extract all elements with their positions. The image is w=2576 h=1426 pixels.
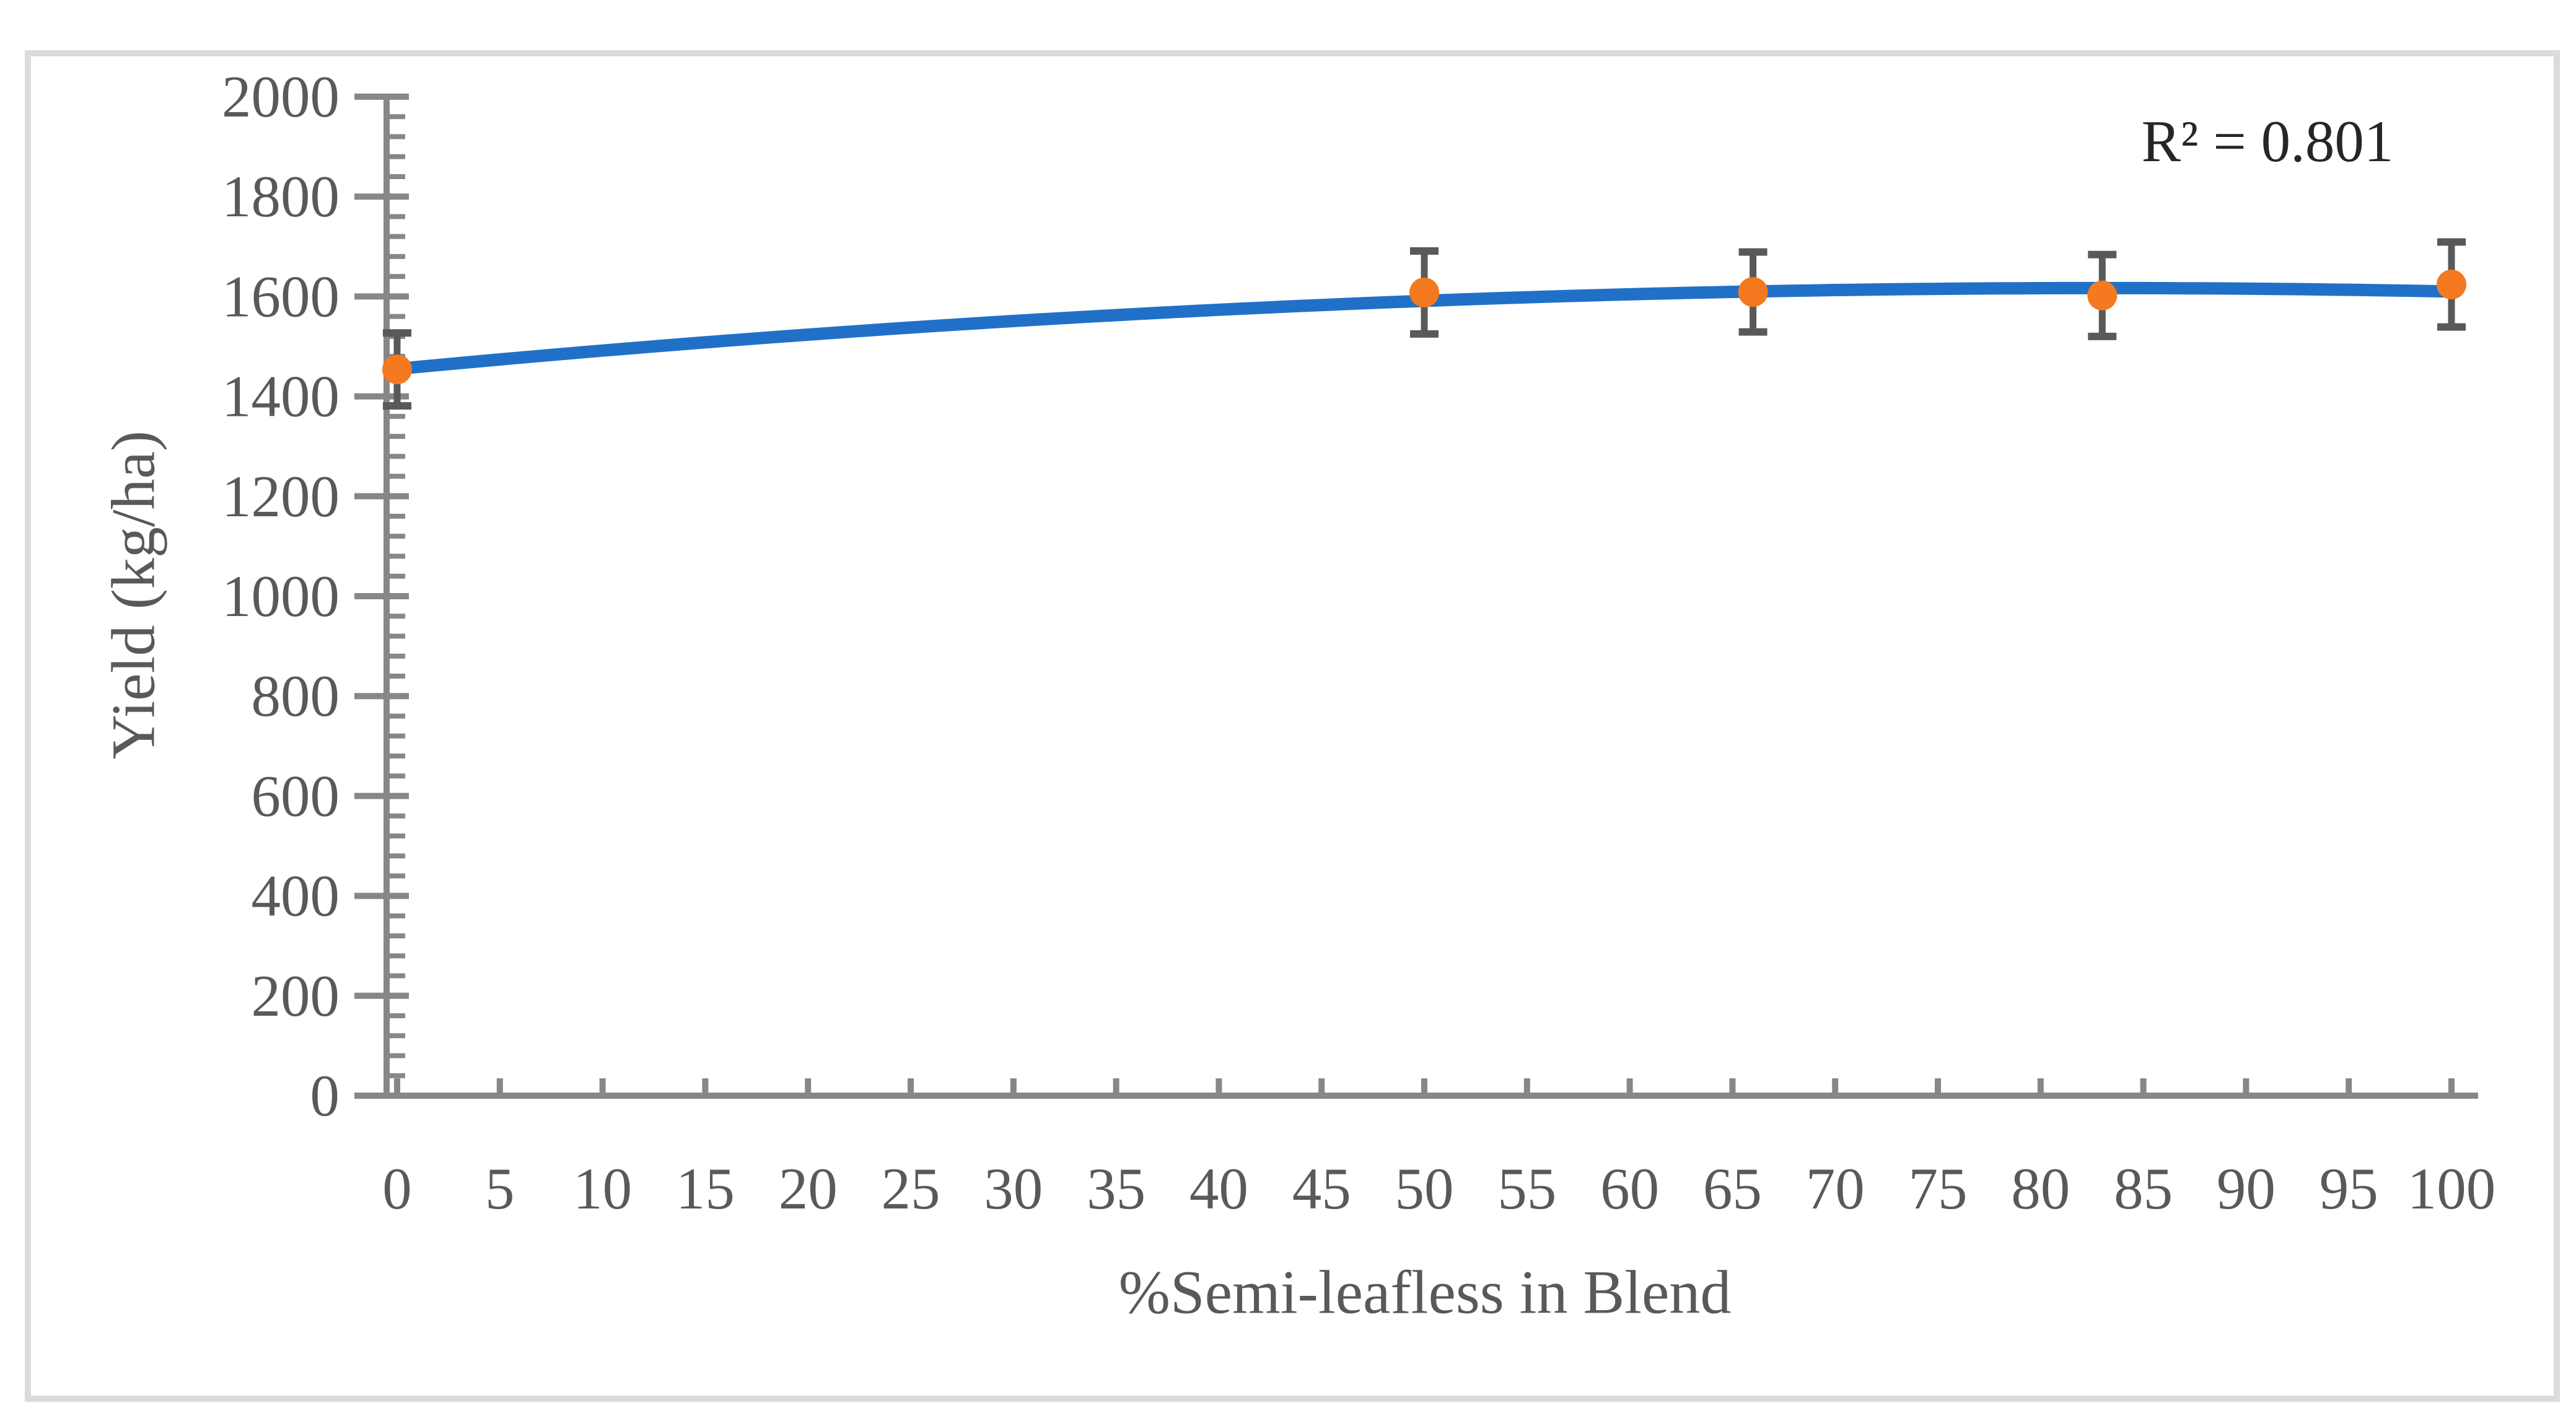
x-tick-label: 75 [1909,1156,1968,1221]
y-tick-label: 200 [252,963,340,1029]
x-tick-label: 70 [1806,1156,1865,1221]
x-tick-label: 95 [2320,1156,2378,1221]
y-tick-label: 1200 [222,464,340,529]
x-tick-label: 80 [2011,1156,2070,1221]
data-point-marker [1738,277,1768,307]
y-tick-label: 1400 [222,364,340,429]
y-tick-label: 400 [252,863,340,929]
x-tick-label: 100 [2407,1156,2496,1221]
x-tick-label: 10 [573,1156,632,1221]
x-tick-label: 0 [382,1156,412,1221]
y-tick-label: 1600 [222,263,340,329]
y-axis-title: Yield (kg/ha) [99,430,168,760]
x-tick-label: 45 [1292,1156,1351,1221]
data-point-marker [382,354,412,385]
y-tick-label: 800 [252,663,340,729]
y-tick-label: 2000 [222,64,340,130]
x-tick-label: 5 [485,1156,515,1221]
y-tick-label: 1000 [222,563,340,629]
x-tick-label: 85 [2114,1156,2173,1221]
y-tick-label: 600 [252,763,340,829]
figure-frame [25,50,2560,1402]
x-tick-label: 50 [1395,1156,1454,1221]
x-tick-label: 55 [1497,1156,1556,1221]
x-tick-label: 30 [984,1156,1043,1221]
y-tick-label: 0 [310,1063,340,1129]
y-tick-label: 1800 [222,164,340,229]
data-point-marker [2087,280,2118,310]
x-tick-label: 90 [2217,1156,2276,1221]
x-tick-label: 25 [882,1156,940,1221]
x-tick-label: 35 [1087,1156,1146,1221]
x-tick-label: 20 [779,1156,838,1221]
x-tick-label: 60 [1600,1156,1659,1221]
data-point-marker [1409,277,1439,307]
x-axis-title: %Semi-leafless in Blend [1118,1257,1732,1327]
r-squared-annotation: R² = 0.801 [2141,108,2394,174]
x-tick-label: 40 [1189,1156,1248,1221]
x-tick-label: 15 [676,1156,735,1221]
data-point-marker [2437,270,2466,300]
x-tick-label: 65 [1703,1156,1762,1221]
